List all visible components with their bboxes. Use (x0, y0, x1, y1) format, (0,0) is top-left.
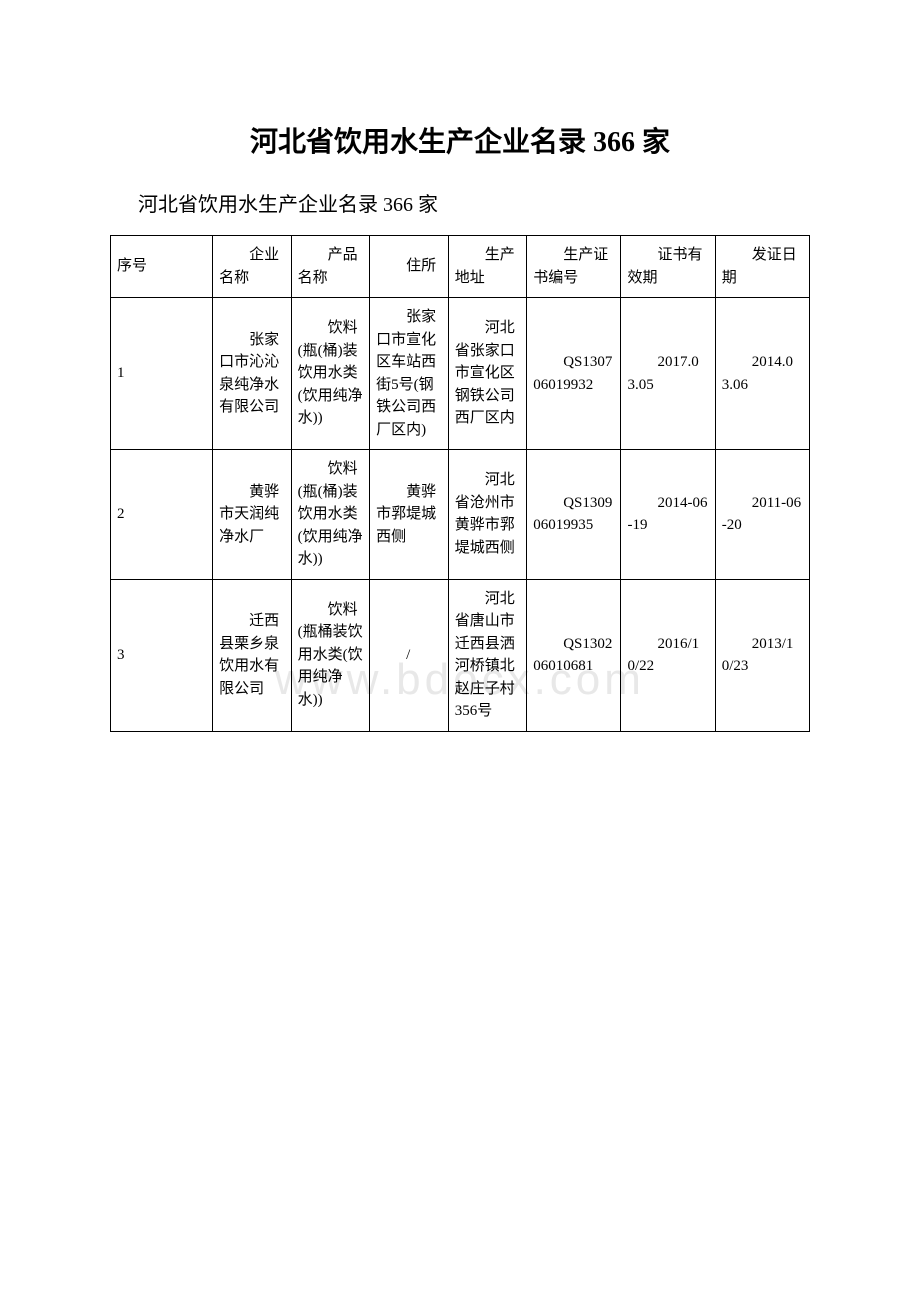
cell-valid: 2014-06-19 (621, 450, 715, 580)
table-header-row: 序号 企业名称 产品名称 住所 生产地址 生产证书编号 证书有效期 发证日期 (111, 236, 810, 298)
cell-seq: 1 (111, 298, 213, 450)
cell-issued: 2011-06-20 (715, 450, 809, 580)
col-company: 企业名称 (213, 236, 292, 298)
page-title: 河北省饮用水生产企业名录 366 家 (110, 120, 810, 160)
col-address: 住所 (370, 236, 449, 298)
cell-prod-address: 河北省沧州市黄骅市郛堤城西侧 (448, 450, 527, 580)
col-product: 产品名称 (291, 236, 370, 298)
col-seq: 序号 (111, 236, 213, 298)
cell-issued: 2014.03.06 (715, 298, 809, 450)
cell-issued: 2013/10/23 (715, 579, 809, 731)
col-issued: 发证日期 (715, 236, 809, 298)
table-row: 3 迁西县栗乡泉饮用水有限公司 饮料(瓶桶装饮用水类(饮用纯净水)) / 河北省… (111, 579, 810, 731)
cell-cert-no: QS130706019932 (527, 298, 621, 450)
cell-cert-no: QS130206010681 (527, 579, 621, 731)
cell-address: 张家口市宣化区车站西街5号(钢铁公司西厂区内) (370, 298, 449, 450)
table-row: 1 张家口市沁沁泉纯净水有限公司 饮料(瓶(桶)装饮用水类(饮用纯净水)) 张家… (111, 298, 810, 450)
col-cert-no: 生产证书编号 (527, 236, 621, 298)
cell-address: / (370, 579, 449, 731)
cell-company: 张家口市沁沁泉纯净水有限公司 (213, 298, 292, 450)
cell-valid: 2016/10/22 (621, 579, 715, 731)
page-subtitle: 河北省饮用水生产企业名录 366 家 (110, 188, 810, 217)
cell-address: 黄骅市郛堤城西侧 (370, 450, 449, 580)
cell-seq: 3 (111, 579, 213, 731)
enterprise-table: 序号 企业名称 产品名称 住所 生产地址 生产证书编号 证书有效期 发证日期 1… (110, 235, 810, 732)
document-page: 河北省饮用水生产企业名录 366 家 河北省饮用水生产企业名录 366 家 序号… (0, 0, 920, 792)
table-row: 2 黄骅市天润纯净水厂 饮料(瓶(桶)装饮用水类(饮用纯净水)) 黄骅市郛堤城西… (111, 450, 810, 580)
cell-prod-address: 河北省唐山市迁西县洒河桥镇北赵庄子村356号 (448, 579, 527, 731)
cell-company: 迁西县栗乡泉饮用水有限公司 (213, 579, 292, 731)
cell-company: 黄骅市天润纯净水厂 (213, 450, 292, 580)
cell-prod-address: 河北省张家口市宣化区钢铁公司西厂区内 (448, 298, 527, 450)
col-valid: 证书有效期 (621, 236, 715, 298)
cell-cert-no: QS130906019935 (527, 450, 621, 580)
cell-product: 饮料(瓶桶装饮用水类(饮用纯净水)) (291, 579, 370, 731)
cell-product: 饮料(瓶(桶)装饮用水类(饮用纯净水)) (291, 298, 370, 450)
cell-seq: 2 (111, 450, 213, 580)
cell-product: 饮料(瓶(桶)装饮用水类(饮用纯净水)) (291, 450, 370, 580)
cell-valid: 2017.03.05 (621, 298, 715, 450)
col-prod-address: 生产地址 (448, 236, 527, 298)
